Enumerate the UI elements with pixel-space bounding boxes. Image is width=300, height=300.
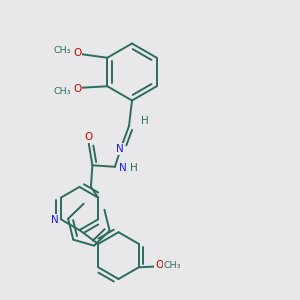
Text: CH₃: CH₃ — [54, 46, 71, 55]
Text: N: N — [116, 144, 124, 154]
Text: O: O — [73, 48, 81, 58]
Text: N: N — [51, 215, 59, 225]
Text: O: O — [73, 84, 81, 94]
Text: N: N — [119, 163, 127, 173]
Text: O: O — [155, 260, 163, 271]
Text: CH₃: CH₃ — [54, 87, 71, 96]
Text: O: O — [85, 132, 93, 142]
Text: CH₃: CH₃ — [163, 261, 181, 270]
Text: H: H — [130, 163, 137, 173]
Text: H: H — [141, 116, 148, 126]
